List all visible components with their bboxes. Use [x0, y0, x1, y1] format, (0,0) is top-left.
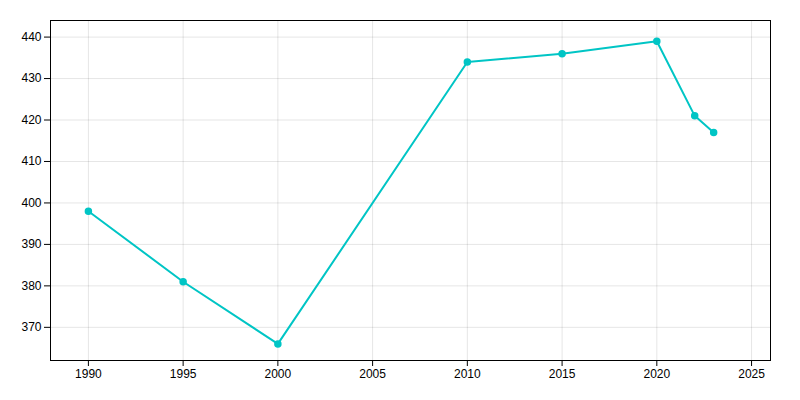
- svg-text:1990: 1990: [75, 367, 102, 381]
- svg-text:2020: 2020: [643, 367, 670, 381]
- svg-text:2010: 2010: [454, 367, 481, 381]
- svg-text:2000: 2000: [265, 367, 292, 381]
- svg-text:390: 390: [21, 237, 41, 251]
- svg-text:2025: 2025: [738, 367, 765, 381]
- svg-text:400: 400: [21, 196, 41, 210]
- svg-text:430: 430: [21, 71, 41, 85]
- svg-text:370: 370: [21, 320, 41, 334]
- svg-text:2015: 2015: [549, 367, 576, 381]
- svg-text:420: 420: [21, 113, 41, 127]
- svg-text:410: 410: [21, 154, 41, 168]
- svg-text:1995: 1995: [170, 367, 197, 381]
- svg-text:380: 380: [21, 279, 41, 293]
- svg-text:440: 440: [21, 30, 41, 44]
- svg-text:2005: 2005: [359, 367, 386, 381]
